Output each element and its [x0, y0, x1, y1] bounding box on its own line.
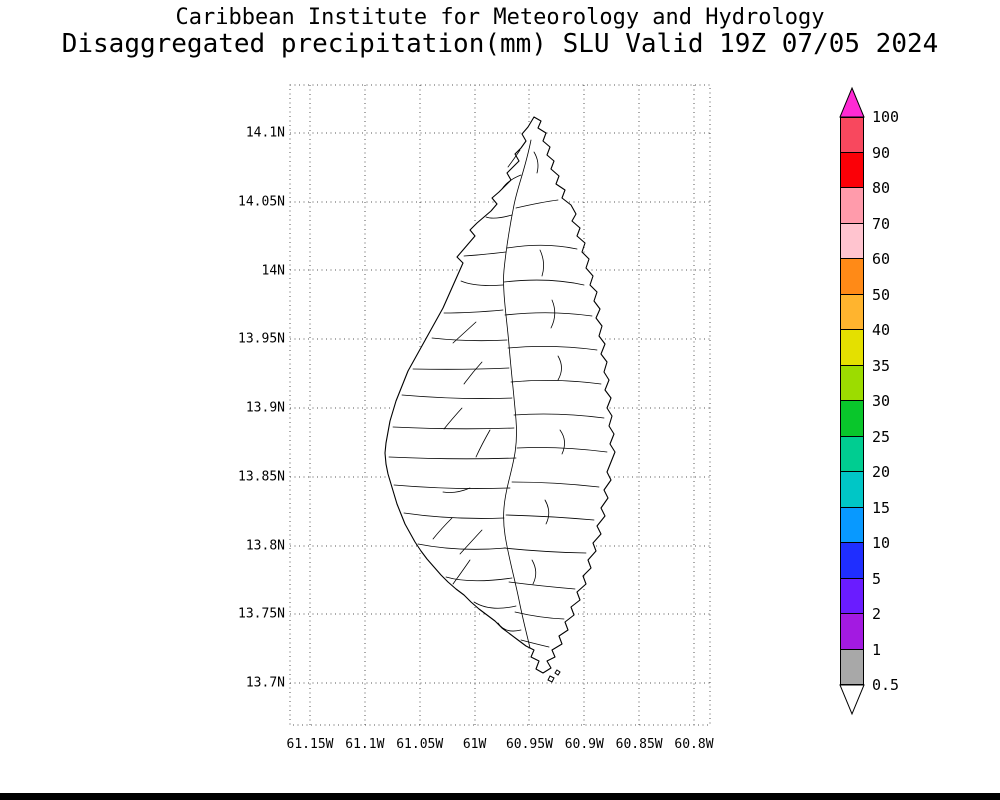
lon-tick-label: 60.85W: [615, 737, 663, 752]
colorbar-segment: [840, 364, 864, 401]
lat-tick-label: 13.85N: [238, 469, 285, 485]
colorbar-tick-label: 50: [872, 285, 891, 304]
watershed-boundaries: [388, 139, 608, 649]
colorbar-segment: [840, 117, 864, 153]
colorbar-segment: [840, 258, 864, 295]
plot-frame: [289, 84, 711, 726]
colorbar-segment: [840, 506, 864, 543]
colorbar-segment: [840, 435, 864, 472]
colorbar-segment: [840, 577, 864, 614]
colorbar-tick-label: 35: [872, 356, 891, 375]
colorbar-segment: [840, 151, 864, 188]
colorbar-segment: [840, 329, 864, 366]
colorbar-tick-label: 20: [872, 463, 891, 481]
lon-tick-label: 60.8W: [674, 737, 714, 752]
colorbar-tick-label: 15: [872, 498, 891, 517]
colorbar-tick-label: 25: [872, 427, 891, 446]
colorbar-tick-label: 90: [872, 143, 891, 162]
colorbar-segment: [840, 400, 864, 437]
colorbar-segment: [840, 471, 864, 508]
lat-tick-label: 13.75N: [238, 606, 285, 622]
lon-tick-label: 61.05W: [396, 737, 444, 752]
colorbar-tick-label: 100: [872, 108, 900, 126]
lat-tick-label: 13.95N: [238, 331, 285, 347]
island-saint-lucia: [384, 116, 616, 683]
colorbar-tick-label: 40: [872, 321, 891, 339]
lat-tick-label: 13.8N: [245, 538, 285, 553]
colorbar-tick-label: 0.5: [872, 676, 900, 694]
colorbar-bottom-arrow: [839, 684, 865, 716]
colorbar-segment: [840, 648, 864, 685]
lon-tick-label: 61.1W: [345, 737, 385, 752]
colorbar-segment: [840, 222, 864, 259]
colorbar-tick-label: 70: [872, 214, 891, 233]
colorbar-segment: [840, 187, 864, 224]
lat-tick-label: 14N: [261, 263, 285, 278]
colorbar-segment: [840, 293, 864, 330]
colorbar-tick-label: 30: [872, 392, 891, 410]
coastline: [384, 116, 616, 674]
footer-bar: [0, 793, 1000, 800]
lon-tick-label: 60.95W: [505, 737, 553, 752]
colorbar-top-arrow: [839, 86, 865, 118]
lon-tick-label: 60.9W: [564, 737, 604, 752]
lat-tick-label: 14.1N: [245, 125, 285, 141]
colorbar-tick-label: 5: [872, 569, 882, 588]
colorbar-segment: [840, 613, 864, 650]
institute-title: Caribbean Institute for Meteorology and …: [175, 5, 825, 30]
colorbar-tick-label: 80: [872, 179, 891, 197]
lat-tick-label: 13.9N: [245, 400, 285, 416]
lat-tick-label: 13.7N: [245, 675, 285, 691]
lat-tick-label: 14.05N: [238, 194, 285, 210]
colorbar-tick-label: 2: [872, 605, 882, 623]
colorbar-segment: [840, 542, 864, 579]
colorbar-segments: [840, 117, 864, 685]
lon-tick-label: 61W: [462, 737, 487, 752]
colorbar-tick-label: 10: [872, 534, 891, 552]
map-title: Disaggregated precipitation(mm) SLU Vali…: [61, 29, 939, 59]
offshore-islets: [547, 669, 561, 683]
colorbar-tick-label: 1: [872, 640, 882, 659]
colorbar-tick-label: 60: [872, 250, 891, 268]
lon-tick-label: 61.15W: [286, 737, 334, 752]
